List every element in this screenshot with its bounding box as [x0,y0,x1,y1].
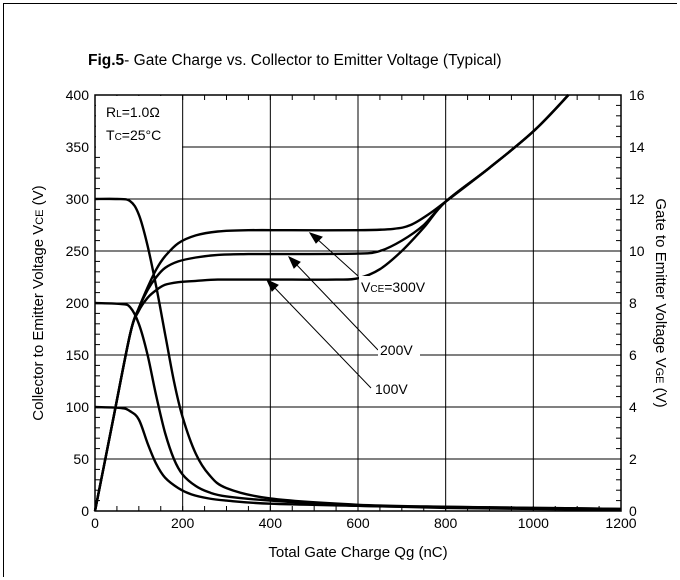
y-right-tick-label: 8 [629,295,637,311]
tc-condition: TC=25°C [106,127,161,143]
grid [94,94,622,512]
title-text: - Gate Charge vs. Collector to Emitter V… [124,52,501,69]
arrow-head-300v [308,232,323,244]
conditions-box [96,96,182,148]
vce100-label-bg [373,379,415,399]
x-tick-label: 400 [259,515,283,531]
arrow-200v [293,261,379,351]
y-left-tick-label: 0 [81,503,89,519]
y-right-tick-label: 4 [629,399,637,415]
x-axis-label: Total Gate Charge Qg (nC) [268,544,447,561]
figure-frame [3,3,677,577]
arrow-head-200v [287,255,301,269]
x-tick-label: 600 [346,515,370,531]
vge-curve-vce-100v [93,94,570,512]
y-right-axis-label: Gate to Emitter Voltage VGE (V) [652,198,669,407]
x-tick-label: 0 [91,515,99,531]
y-right-tick-label: 6 [629,347,637,363]
y-left-tick-label: 100 [66,399,90,415]
chart-title: Fig.5- Gate Charge vs. Collector to Emit… [88,52,502,69]
vce200-label-bg [378,340,420,360]
vce100-label: 100V [375,381,408,397]
axis-ticks: 0 200 400 600 800 1000 12000501001502002503003… [66,87,645,531]
curves [93,94,622,512]
x-tick-label: 200 [171,515,195,531]
y-left-axis-label: Collector to Emitter Voltage VCE (V) [30,185,47,420]
x-tick-label: 1000 [518,515,549,531]
y-left-tick-label: 50 [73,451,89,467]
y-left-tick-label: 350 [66,139,90,155]
vce300-label-bg [359,276,445,298]
y-left-tick-label: 300 [66,191,90,207]
arrow-head-100v [265,278,279,292]
y-right-tick-label: 10 [629,243,645,259]
rl-condition: RL=1.0Ω [106,104,160,120]
x-tick-label: 1200 [605,515,636,531]
vce200-label: 200V [380,342,413,358]
x-tick-label: 800 [434,515,458,531]
annotation-arrows [265,232,379,389]
arrow-100v [271,284,372,389]
vce300-label: VCE=300V [361,279,426,295]
y-right-tick-label: 16 [629,87,645,103]
y-left-tick-label: 200 [66,295,90,311]
y-left-tick-label: 150 [66,347,90,363]
y-right-tick-label: 0 [629,503,637,519]
y-right-tick-label: 14 [629,139,645,155]
arrow-300v [315,237,359,277]
y-left-tick-label: 400 [66,87,90,103]
figure-number: Fig.5 [88,52,125,69]
y-right-tick-label: 12 [629,191,645,207]
vce-curve-vce-100v [94,405,622,512]
y-left-tick-label: 250 [66,243,90,259]
y-right-tick-label: 2 [629,451,637,467]
